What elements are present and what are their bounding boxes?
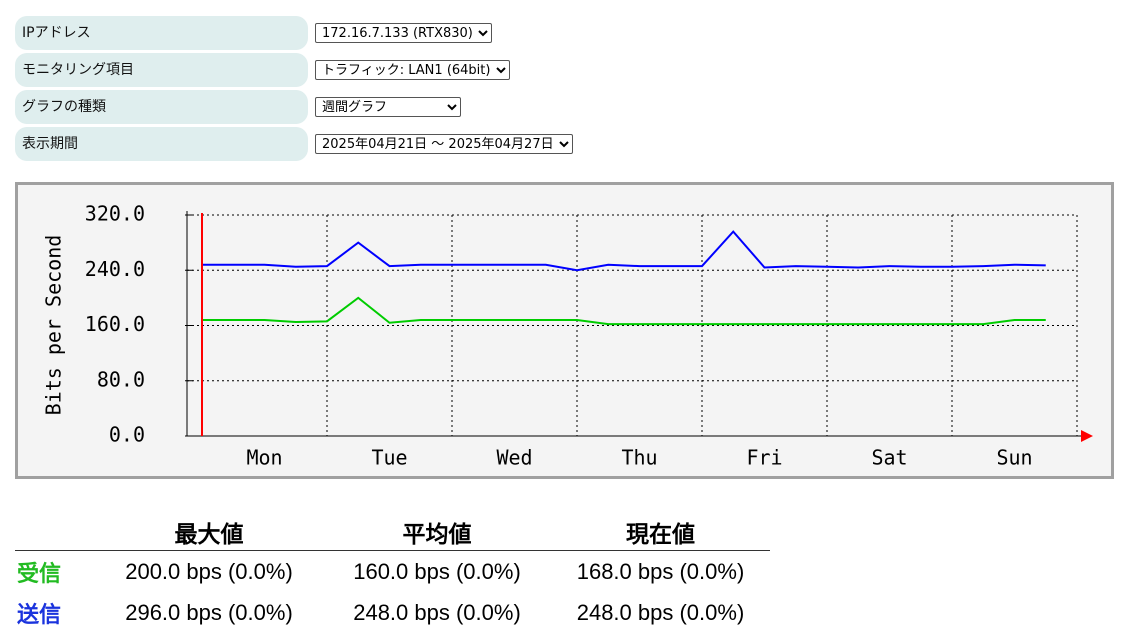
form-row: グラフの種類 週間グラフ [15,90,715,124]
corner [15,514,95,551]
y-axis-label: Bits per Second [42,235,66,416]
row-label: 受信 [17,560,62,586]
cell: 248.0 bps (0.0%) [576,599,745,625]
item-select[interactable]: トラフィック: LAN1 (64bit) [315,60,510,80]
y-tick-label: 320.0 [85,202,145,226]
col-header: 平均値 [323,514,551,551]
series-line [202,296,1046,326]
cell: 168.0 bps (0.0%) [576,558,745,584]
col-header: 最大値 [95,514,323,551]
form-row: モニタリング項目 トラフィック: LAN1 (64bit) [15,53,715,87]
row: 受信 200.0 bps (0.0%) 160.0 bps (0.0%) 168… [15,551,770,593]
header-row: 最大値 平均値 現在値 [15,514,770,551]
type-select[interactable]: 週間グラフ [315,97,461,117]
x-tick-label: Tue [371,446,407,470]
y-tick-label: 240.0 [85,257,145,281]
cell: 160.0 bps (0.0%) [353,558,521,584]
cell: 248.0 bps (0.0%) [353,599,521,625]
form-row: IPアドレス 172.16.7.133 (RTX830) [15,16,715,50]
x-tick-label: Thu [621,446,657,470]
y-tick-label: 160.0 [85,312,145,336]
y-tick-label: 0.0 [109,423,145,447]
x-tick-label: Sun [996,446,1032,470]
col-header: 現在値 [551,514,770,551]
period-select[interactable]: 2025年04月21日 〜 2025年04月27日 [315,134,573,154]
row-label: 送信 [17,601,62,627]
field-label: 表示期間 [15,127,308,161]
x-tick-label: Wed [496,446,532,470]
series-line [202,230,1046,272]
cell: 200.0 bps (0.0%) [125,558,293,584]
x-tick-label: Sat [871,446,907,470]
x-tick-label: Fri [746,446,782,470]
y-tick-label: 80.0 [97,367,145,391]
form-row: 表示期間 2025年04月21日 〜 2025年04月27日 [15,127,715,161]
row: 送信 296.0 bps (0.0%) 248.0 bps (0.0%) 248… [15,592,770,633]
ip-select[interactable]: 172.16.7.133 (RTX830) [315,23,492,43]
graph: Bits per Second 0.0 80.0 160.0 240.0 320.0 Mo… [15,182,1114,479]
cell: 296.0 bps (0.0%) [125,599,293,625]
x-tick-label: Mon [246,446,282,470]
graph-frame [15,182,1114,479]
axis-arrow [1081,430,1093,442]
field-label: IPアドレス [15,16,308,50]
field-label: グラフの種類 [15,90,308,124]
stats-table: 最大値 平均値 現在値 受信 200.0 bps (0.0%) 160.0 bp… [15,514,770,633]
field-label: モニタリング項目 [15,53,308,87]
